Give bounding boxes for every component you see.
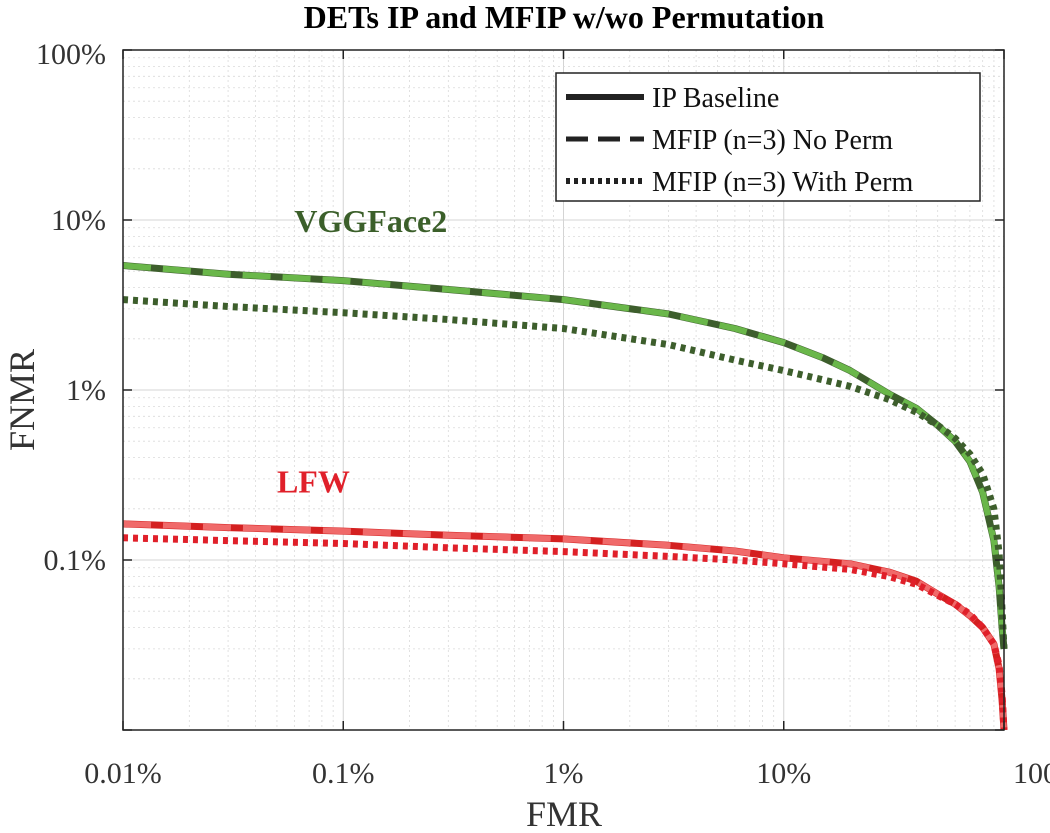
y-axis-label: FNMR xyxy=(2,349,42,451)
series-line-vggface2-dotted xyxy=(122,296,1008,650)
x-tick-labels: 0.01% 0.1% 1% 10% 100% xyxy=(84,757,1050,790)
y-tick-label: 0.1% xyxy=(44,544,107,577)
series-line-vggface2-dashed xyxy=(122,262,1007,650)
annotation-vggface2: VGGFace2 xyxy=(294,203,447,239)
legend-label: MFIP (n=3) No Perm xyxy=(652,125,893,156)
x-tick-label: 100% xyxy=(1013,757,1050,790)
series-layer xyxy=(122,262,1008,731)
y-tick-label: 1% xyxy=(66,374,106,407)
y-tick-labels: 0.1% 1% 10% 100% xyxy=(36,38,106,577)
y-tick-label: 100% xyxy=(36,38,106,71)
series-line-lfw-dashed xyxy=(122,520,1007,731)
annotation-lfw: LFW xyxy=(277,463,350,499)
chart-title: DETs IP and MFIP w/wo Permutation xyxy=(304,0,825,35)
legend: IP Baseline MFIP (n=3) No Perm MFIP (n=3) … xyxy=(555,72,981,202)
legend-label: IP Baseline xyxy=(652,83,779,114)
legend-label: MFIP (n=3) With Perm xyxy=(652,167,913,198)
grid xyxy=(122,50,1004,731)
tick-marks xyxy=(122,49,1005,731)
y-tick-label: 10% xyxy=(51,204,106,237)
x-axis-label: FMR xyxy=(526,794,602,833)
x-tick-label: 0.1% xyxy=(312,757,375,790)
legend-entries: IP Baseline MFIP (n=3) No Perm MFIP (n=3) … xyxy=(566,83,913,198)
x-tick-label: 10% xyxy=(756,757,811,790)
x-tick-label: 0.01% xyxy=(84,757,162,790)
x-tick-label: 1% xyxy=(544,757,584,790)
annotations: VGGFace2 LFW xyxy=(277,203,447,499)
